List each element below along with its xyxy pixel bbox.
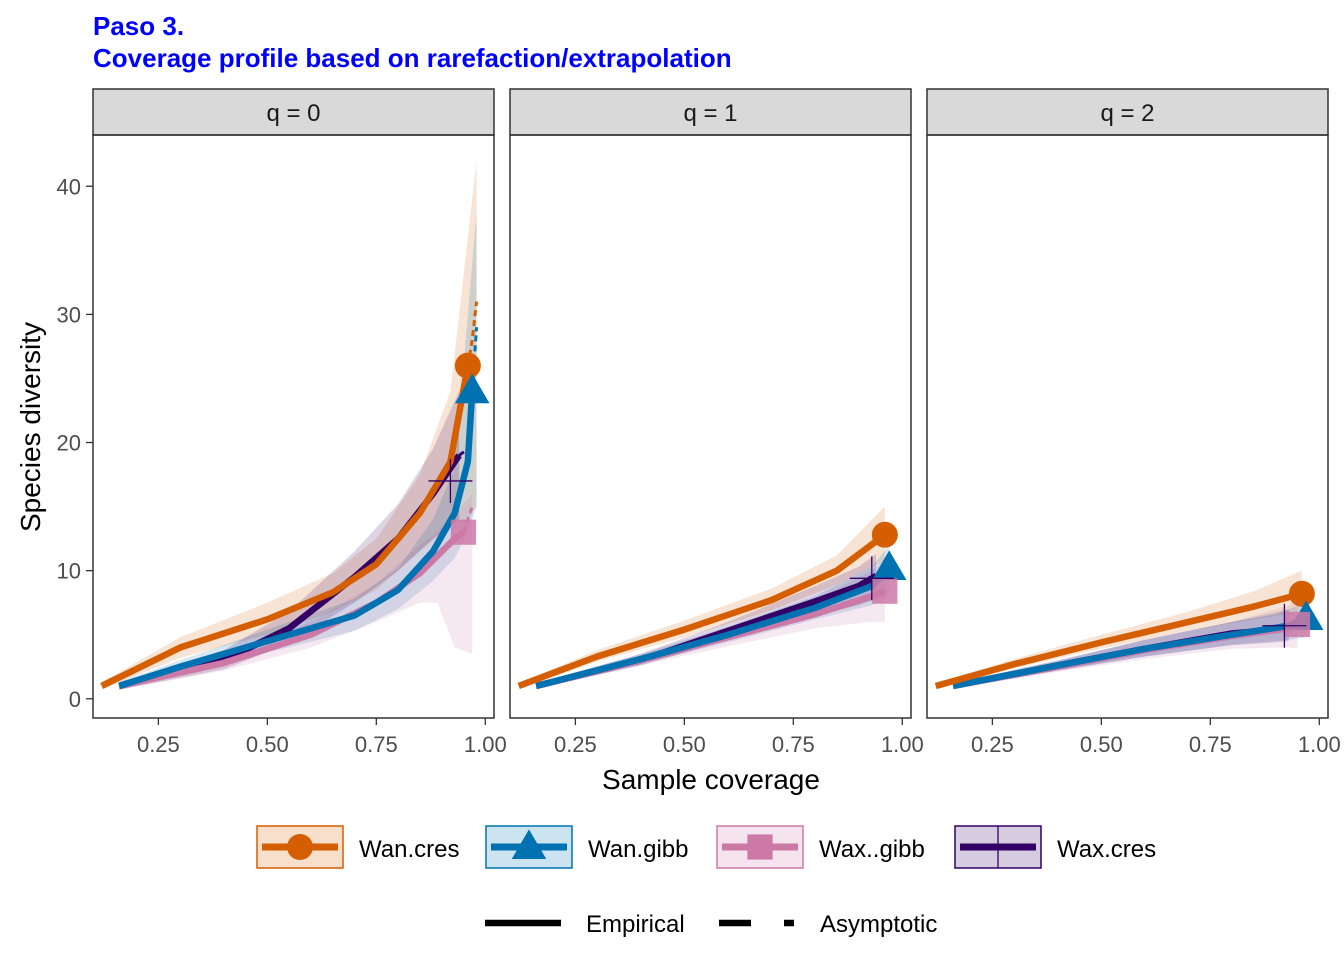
point-marker-wax-cres <box>1262 603 1307 648</box>
legend-linetype-label: Empirical <box>586 911 685 938</box>
title-block: Paso 3. Coverage profile based on rarefa… <box>93 10 732 74</box>
x-tick-label: 0.25 <box>137 732 180 757</box>
legend-item-asymptotic: Asymptotic <box>719 911 937 938</box>
legend-key-marker <box>977 826 1019 868</box>
point-marker-wax-cres <box>849 556 894 601</box>
line-wan-cres <box>934 590 1303 690</box>
legend-key-marker <box>747 834 773 860</box>
plot-area <box>517 506 907 690</box>
point-wax-gibb <box>450 519 477 545</box>
panel-1: q = 0 0.25 0.50 0.75 1.00 <box>92 88 507 757</box>
plot-area <box>934 570 1324 690</box>
x-tick-label: 1.00 <box>881 732 924 757</box>
point-marker-wax-gibb <box>1284 611 1311 638</box>
legend-item-wan-gibb: Wan.gibb <box>485 825 689 869</box>
ribbon-wax-gibb <box>119 493 473 690</box>
point-marker-wan-gibb <box>454 373 490 404</box>
x-tick-label: 0.75 <box>772 732 815 757</box>
point-wan-gibb <box>454 373 490 404</box>
x-tick-label: 0.50 <box>663 732 706 757</box>
chart-title: Paso 3. <box>93 11 185 41</box>
legend-label: Wan.cres <box>359 836 459 863</box>
point-marker-wax-cres <box>428 458 473 503</box>
legend-item-wax-gibb: Wax..gibb <box>716 825 925 869</box>
point-wax-gibb <box>872 578 898 604</box>
point-marker-wan-cres <box>871 521 898 548</box>
x-tick-label: 0.75 <box>355 732 398 757</box>
y-tick-label: 40 <box>57 174 81 199</box>
point-wax-cres <box>1262 603 1307 648</box>
facet-label: q = 1 <box>683 100 737 127</box>
y-tick-label: 0 <box>69 687 81 712</box>
facet-label: q = 0 <box>266 100 320 127</box>
legend-label: Wan.gibb <box>588 836 689 863</box>
x-tick-label: 0.25 <box>971 732 1014 757</box>
legend-key-marker <box>511 829 547 859</box>
point-marker-wan-gibb <box>871 550 907 581</box>
x-tick-label: 0.75 <box>1189 732 1232 757</box>
y-tick-label: 20 <box>57 431 81 456</box>
legend-key-marker <box>287 834 313 860</box>
panel-border <box>92 134 495 719</box>
y-axis-title: Species diversity <box>15 322 46 532</box>
x-tick-label: 0.25 <box>554 732 597 757</box>
point-wan-cres <box>1288 580 1315 607</box>
x-tick-label: 1.00 <box>464 732 507 757</box>
panel-border <box>509 134 912 719</box>
facet-label: q = 2 <box>1100 100 1154 127</box>
line-wan-gibb <box>118 391 476 690</box>
x-axis-title: Sample coverage <box>602 764 820 795</box>
point-wan-gibb <box>871 550 907 581</box>
y-tick-label: 30 <box>57 302 81 327</box>
point-wan-cres <box>454 352 481 379</box>
facet-strip <box>509 88 912 136</box>
y-tick-label: 10 <box>57 559 81 584</box>
point-marker-wan-cres <box>1288 580 1315 607</box>
extrapolation-wan-cres <box>466 301 479 366</box>
plot-area <box>100 160 490 690</box>
point-wax-cres <box>849 556 894 601</box>
point-marker-wan-cres <box>454 352 481 379</box>
legend-label: Wax.cres <box>1057 836 1156 863</box>
legend-label: Wax..gibb <box>819 836 925 863</box>
x-tick-label: 0.50 <box>1080 732 1123 757</box>
extrapolation-wax-cres <box>458 447 469 457</box>
line-wan-cres <box>517 532 887 690</box>
x-tick-label: 1.00 <box>1298 732 1341 757</box>
point-marker-wax-gibb <box>450 519 477 545</box>
legend-item-wan-cres: Wan.cres <box>256 825 459 869</box>
point-wax-cres <box>428 458 473 503</box>
panel-2: q = 1 0.25 0.50 0.75 1.00 <box>509 88 924 757</box>
point-marker-wax-gibb <box>872 578 898 604</box>
legend-linetype-label: Asymptotic <box>820 911 937 938</box>
legend-item-empirical: Empirical <box>485 911 685 938</box>
point-wax-gibb <box>1284 611 1311 638</box>
line-wan-cres <box>100 365 472 689</box>
legend-item-wax-cres: Wax.cres <box>954 825 1156 869</box>
point-wan-cres <box>871 521 898 548</box>
panel-3: q = 2 0.25 0.50 0.75 1.00 <box>926 88 1341 757</box>
x-tick-label: 0.50 <box>246 732 289 757</box>
panel-border <box>926 134 1329 719</box>
chart-subtitle: Coverage profile based on rarefaction/ex… <box>93 43 732 73</box>
